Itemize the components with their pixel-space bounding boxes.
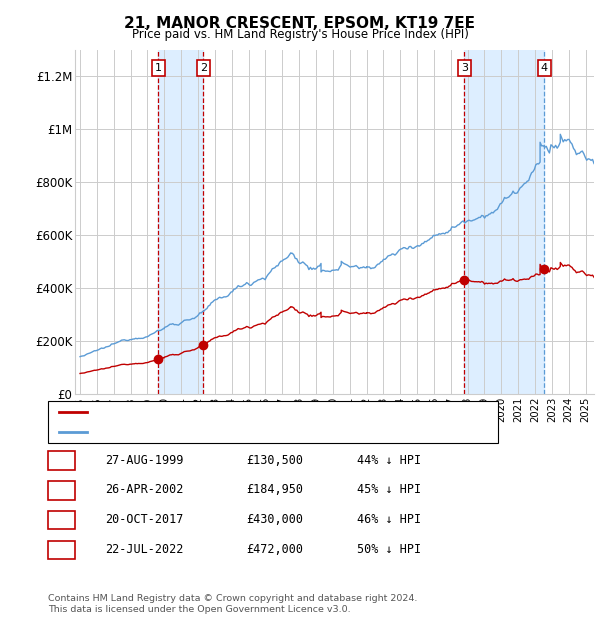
Text: Price paid vs. HM Land Registry's House Price Index (HPI): Price paid vs. HM Land Registry's House … xyxy=(131,28,469,41)
Text: £184,950: £184,950 xyxy=(246,484,303,496)
Text: 22-JUL-2022: 22-JUL-2022 xyxy=(105,543,184,556)
Bar xyxy=(158,50,203,394)
Text: 20-OCT-2017: 20-OCT-2017 xyxy=(105,513,184,526)
Text: £430,000: £430,000 xyxy=(246,513,303,526)
Text: 46% ↓ HPI: 46% ↓ HPI xyxy=(357,513,421,526)
Text: HPI: Average price, detached house, Epsom and Ewell: HPI: Average price, detached house, Epso… xyxy=(91,427,386,437)
Text: 1: 1 xyxy=(58,454,65,466)
Text: £130,500: £130,500 xyxy=(246,454,303,466)
Text: 1: 1 xyxy=(155,63,162,73)
Text: 4: 4 xyxy=(58,543,65,556)
Text: 2: 2 xyxy=(200,63,207,73)
Text: 21, MANOR CRESCENT, EPSOM, KT19 7EE (detached house): 21, MANOR CRESCENT, EPSOM, KT19 7EE (det… xyxy=(91,407,418,417)
Text: £472,000: £472,000 xyxy=(246,543,303,556)
Text: 3: 3 xyxy=(58,513,65,526)
Text: 4: 4 xyxy=(541,63,548,73)
Text: 3: 3 xyxy=(461,63,468,73)
Text: Contains HM Land Registry data © Crown copyright and database right 2024.
This d: Contains HM Land Registry data © Crown c… xyxy=(48,595,418,614)
Text: 45% ↓ HPI: 45% ↓ HPI xyxy=(357,484,421,496)
Bar xyxy=(464,50,544,394)
Text: 21, MANOR CRESCENT, EPSOM, KT19 7EE: 21, MANOR CRESCENT, EPSOM, KT19 7EE xyxy=(125,16,476,30)
Text: 27-AUG-1999: 27-AUG-1999 xyxy=(105,454,184,466)
Text: 44% ↓ HPI: 44% ↓ HPI xyxy=(357,454,421,466)
Text: 2: 2 xyxy=(58,484,65,496)
Text: 26-APR-2002: 26-APR-2002 xyxy=(105,484,184,496)
Text: 50% ↓ HPI: 50% ↓ HPI xyxy=(357,543,421,556)
